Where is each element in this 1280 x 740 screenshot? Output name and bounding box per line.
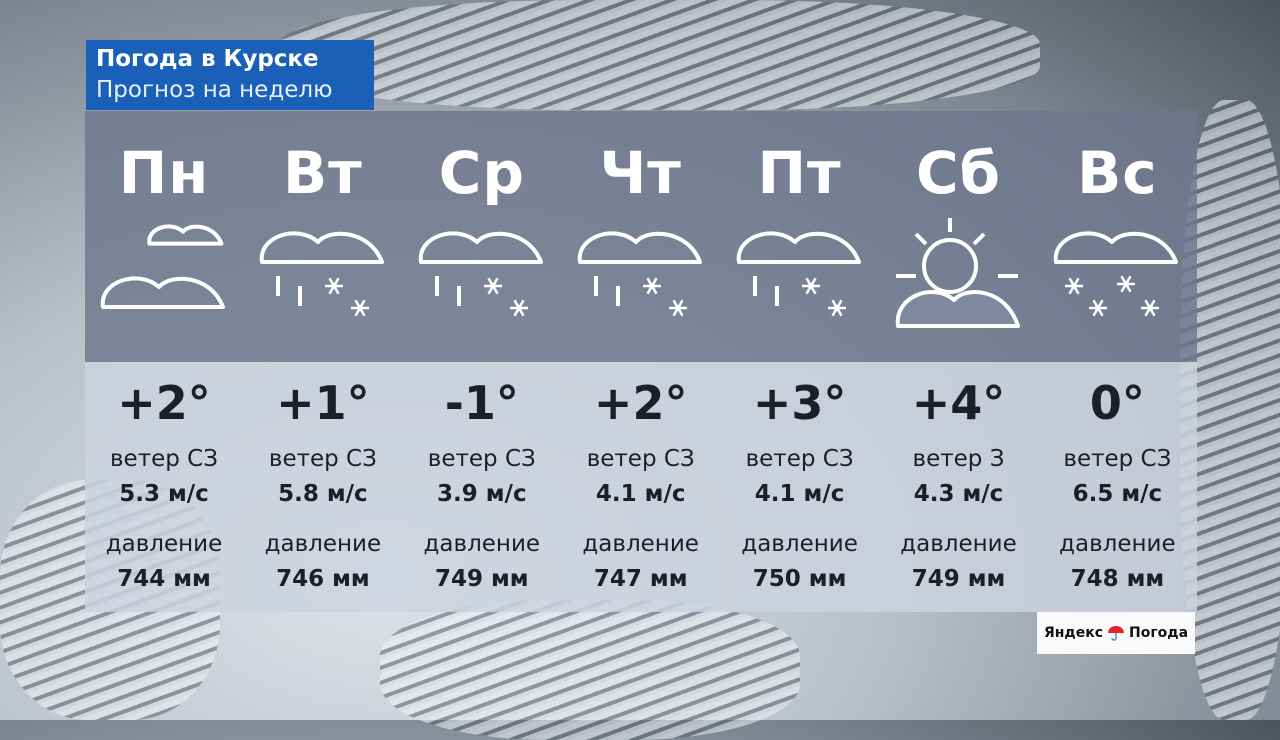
- pressure-value: 750 мм: [752, 566, 847, 592]
- temperature: +3°: [752, 376, 847, 430]
- sleet-icon: [577, 231, 702, 317]
- pressure-value: 747 мм: [593, 566, 688, 592]
- pressure-label: давление: [423, 531, 541, 557]
- snow-icon: [1054, 231, 1179, 317]
- pressure-value: 749 мм: [911, 566, 1006, 592]
- day-column: Сб +4° ветер З 4.3 м/с давление 749 мм: [880, 111, 1038, 612]
- wind-label: ветер СЗ: [745, 446, 854, 472]
- wind-speed: 4.1 м/с: [754, 481, 845, 507]
- pressure-label: давление: [900, 531, 1017, 557]
- panel-bottom: [85, 362, 1197, 612]
- umbrella-icon: [1108, 626, 1125, 641]
- wind-label: ветер СЗ: [110, 446, 218, 472]
- pressure-label: давление: [741, 531, 858, 557]
- forecast-panel: Пн +2° ветер СЗ 5.3 м/с давление 744 мм В…: [85, 111, 1197, 612]
- wind-speed: 6.5 м/с: [1072, 481, 1163, 507]
- day-name: Вт: [282, 139, 363, 207]
- day-name: Ср: [438, 139, 525, 207]
- pressure-value: 748 мм: [1070, 566, 1165, 592]
- partly-cloudy-icon: [895, 218, 1020, 328]
- temperature: +4°: [911, 376, 1006, 430]
- temperature: 0°: [1089, 376, 1145, 430]
- temperature: +1°: [276, 376, 370, 430]
- forecast-subtitle: Прогноз на неделю: [96, 77, 333, 103]
- temperature: +2°: [593, 376, 688, 430]
- pressure-value: 746 мм: [276, 566, 370, 592]
- sleet-icon: [736, 231, 861, 317]
- pressure-label: давление: [264, 531, 382, 557]
- day-name: Вс: [1077, 139, 1158, 207]
- day-name: Пт: [757, 139, 842, 207]
- background-tree: [380, 600, 800, 740]
- wind-speed: 3.9 м/с: [437, 481, 527, 507]
- wind-label: ветер СЗ: [268, 446, 377, 472]
- day-column: Вт +1° ветер СЗ 5.8 м/с давление 746 мм: [244, 111, 402, 612]
- pressure-label: давление: [1059, 531, 1176, 557]
- wind-speed: 5.8 м/с: [278, 481, 368, 507]
- day-name: Сб: [915, 139, 1002, 207]
- cloudy-icon: [100, 224, 225, 309]
- background-tree: [280, 0, 1040, 110]
- title-box: Погода в Курске Прогноз на неделю: [86, 40, 374, 110]
- pressure-label: давление: [105, 531, 223, 557]
- logo-product: Погода: [1129, 625, 1189, 641]
- day-column: Чт +2° ветер СЗ 4.1 м/с давление 747 мм: [562, 111, 720, 612]
- day-column: Ср -1° ветер СЗ 3.9 м/с давление 749 мм: [403, 111, 561, 612]
- day-column: Пн +2° ветер СЗ 5.3 м/с давление 744 мм: [85, 111, 243, 612]
- logo-brand: Яндекс: [1043, 625, 1104, 641]
- wind-label: ветер З: [912, 446, 1005, 472]
- yandex-weather-logo: Яндекс Погода: [1037, 612, 1195, 654]
- sleet-icon: [418, 231, 543, 317]
- day-column: Вс 0° ветер СЗ 6.5 м/с давление 748 мм: [1038, 111, 1196, 612]
- day-name: Пн: [118, 139, 210, 207]
- wind-label: ветер СЗ: [427, 446, 536, 472]
- temperature: -1°: [444, 376, 519, 430]
- wind-label: ветер СЗ: [586, 446, 695, 472]
- wind-speed: 4.3 м/с: [913, 481, 1004, 507]
- sleet-icon: [259, 231, 384, 317]
- temperature: +2°: [117, 376, 211, 430]
- pressure-label: давление: [582, 531, 699, 557]
- wind-speed: 4.1 м/с: [595, 481, 686, 507]
- wind-label: ветер СЗ: [1063, 446, 1172, 472]
- wind-speed: 5.3 м/с: [119, 481, 209, 507]
- day-name: Чт: [599, 139, 682, 207]
- city-title: Погода в Курске: [96, 46, 319, 72]
- pressure-value: 744 мм: [117, 566, 211, 592]
- day-column: Пт +3° ветер СЗ 4.1 м/с давление 750 мм: [721, 111, 879, 612]
- pressure-value: 749 мм: [434, 566, 529, 592]
